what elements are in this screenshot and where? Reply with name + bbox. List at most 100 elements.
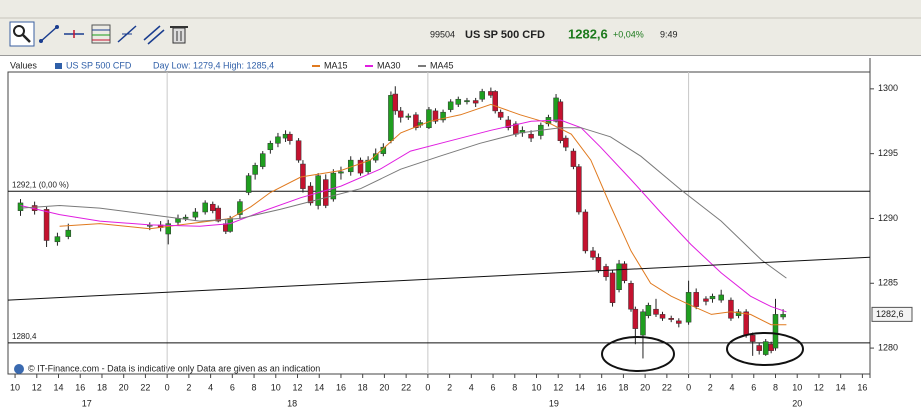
- candle-body: [676, 320, 682, 324]
- trendline: [8, 256, 870, 301]
- candle-body: [287, 133, 293, 141]
- x-tick-label: 12: [553, 382, 563, 392]
- x-tick-label: 6: [751, 382, 756, 392]
- candle-body: [43, 209, 50, 241]
- candle-body: [653, 308, 659, 315]
- x-tick-label: 18: [97, 382, 107, 392]
- channel-tool[interactable]: [117, 25, 137, 43]
- candle-body: [259, 153, 266, 167]
- candle-body: [65, 229, 72, 237]
- x-tick-label: 10: [792, 382, 802, 392]
- y-tick-label: 1280: [878, 342, 898, 352]
- x-tick-label: 20: [379, 382, 389, 392]
- candle-body: [455, 98, 462, 105]
- quote-time: 9:49: [660, 29, 678, 39]
- candle-body: [392, 93, 399, 112]
- x-tick-label: 14: [314, 382, 324, 392]
- highlight-ellipse: [726, 332, 804, 366]
- x-tick-label: 6: [491, 382, 496, 392]
- hline-tool[interactable]: [64, 30, 84, 38]
- candle-body: [628, 283, 634, 310]
- legend-entry: MA15: [324, 60, 348, 70]
- x-tick-label: 0: [686, 382, 691, 392]
- x-tick-label: 8: [512, 382, 517, 392]
- legend-entry: MA30: [377, 60, 401, 70]
- candle-body: [357, 159, 364, 174]
- candle-body: [330, 172, 337, 200]
- delete-tool[interactable]: [170, 26, 188, 44]
- reference-label: 1292,1 (0,00 %): [12, 180, 69, 189]
- x-tick-label: 8: [773, 382, 778, 392]
- candle-body: [640, 311, 646, 336]
- price-change: +0,04%: [613, 29, 644, 39]
- candle-body: [267, 143, 274, 151]
- instrument-code: 99504: [430, 29, 455, 39]
- candle-body: [728, 299, 734, 319]
- day-label: 20: [792, 398, 802, 408]
- legend-label: Values: [10, 60, 37, 70]
- x-tick-label: 10: [10, 382, 20, 392]
- parallel-tool[interactable]: [143, 25, 165, 45]
- x-tick-label: 4: [730, 382, 735, 392]
- x-tick-label: 22: [140, 382, 150, 392]
- candle-body: [668, 318, 674, 320]
- candle-body: [659, 314, 666, 319]
- legend-instrument: US SP 500 CFD: [66, 60, 132, 70]
- candle-body: [505, 119, 512, 128]
- candle-body: [595, 257, 602, 271]
- candle-body: [440, 111, 446, 121]
- candle-body: [202, 202, 208, 213]
- toolbar-bg: [0, 0, 921, 56]
- x-tick-label: 12: [814, 382, 824, 392]
- candle-body: [432, 110, 439, 122]
- y-tick-label: 1285: [878, 278, 898, 288]
- highlight-ellipse: [601, 336, 675, 372]
- footer-note: © IT-Finance.com - Data is indicative on…: [28, 363, 320, 373]
- plot-marks: [8, 72, 870, 374]
- candle-body: [275, 136, 281, 144]
- last-price: 1282,6: [568, 26, 608, 41]
- candle-body: [743, 311, 749, 336]
- candle-body: [338, 171, 344, 174]
- candle-body: [762, 341, 769, 355]
- candle-body: [215, 207, 221, 222]
- candle-body: [590, 250, 596, 258]
- candle-body: [315, 175, 321, 206]
- candle-body: [621, 263, 628, 281]
- candle-body: [192, 211, 199, 218]
- candle-body: [252, 165, 258, 175]
- moving-average: [20, 119, 787, 313]
- candle-body: [603, 266, 609, 278]
- y-tick-label: 1290: [878, 213, 898, 223]
- line-tool[interactable]: [39, 25, 59, 43]
- legend-entry: MA45: [430, 60, 454, 70]
- x-tick-label: 18: [618, 382, 628, 392]
- x-tick-label: 4: [469, 382, 474, 392]
- x-tick-label: 0: [425, 382, 430, 392]
- candle-body: [632, 308, 639, 329]
- candle-body: [609, 272, 616, 303]
- candle-body: [557, 101, 564, 141]
- legend-swatch: [55, 63, 62, 69]
- candle-body: [237, 201, 243, 215]
- candle-body: [388, 95, 394, 141]
- last-price-box: [871, 306, 913, 322]
- footer-logo: [14, 364, 24, 374]
- candle-body: [397, 110, 404, 118]
- x-tick-label: 2: [708, 382, 713, 392]
- candle-body: [616, 263, 622, 291]
- x-tick-label: 14: [575, 382, 585, 392]
- candle-body: [749, 334, 756, 342]
- tool-buttons: [9, 21, 188, 47]
- candle-body: [54, 236, 61, 243]
- x-tick-label: 6: [230, 382, 235, 392]
- zoom-tool[interactable]: [9, 21, 35, 47]
- candle-body: [245, 175, 252, 193]
- fibo-tool[interactable]: [91, 24, 111, 44]
- x-tick-label: 12: [292, 382, 302, 392]
- candle-body: [17, 202, 24, 211]
- candle-body: [563, 137, 569, 148]
- x-tick-label: 14: [54, 382, 64, 392]
- candle-body: [735, 311, 742, 316]
- x-tick-label: 16: [857, 382, 867, 392]
